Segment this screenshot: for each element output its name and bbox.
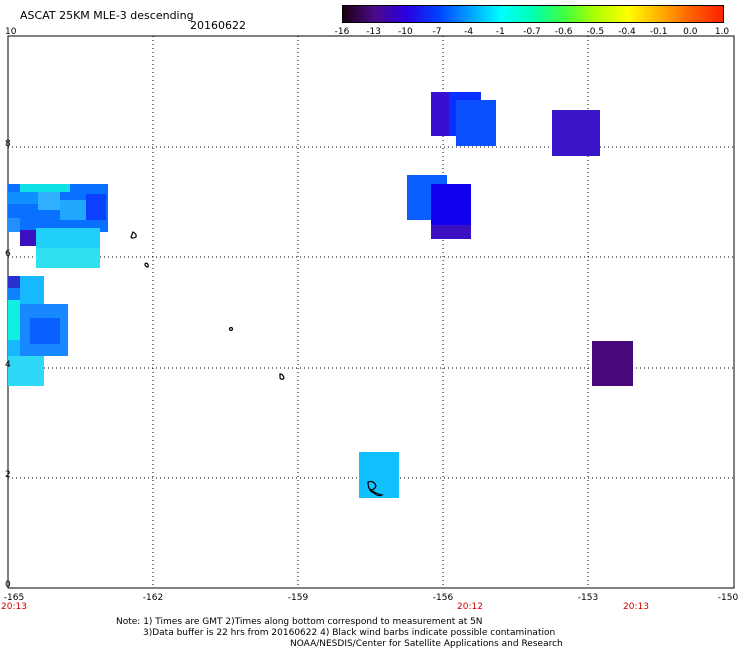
colorbar-label: -0.1 (649, 27, 668, 37)
colorbar-label: 0.0 (683, 27, 698, 37)
y-tick-label: 8 (5, 139, 11, 149)
data-block (431, 92, 449, 136)
colorbar-label: -13 (366, 27, 381, 37)
x-tick-label: -165 (3, 593, 25, 603)
colorbar-label: -0.7 (523, 27, 541, 37)
data-swath-left-upper (8, 184, 108, 268)
x-tick-label: -156 (432, 593, 454, 603)
data-swath-left-lower (8, 276, 68, 386)
colorbar-label: -16 (334, 27, 350, 37)
x-tick-label: -162 (142, 593, 164, 603)
data-block (359, 452, 399, 498)
x-tick-label: -153 (577, 593, 599, 603)
colorbar-label: 1.0 (714, 27, 730, 37)
y-tick-label: 0 (5, 580, 11, 590)
colorbar (342, 5, 724, 23)
note-line-3: NOAA/NESDIS/Center for Satellite Applica… (290, 639, 563, 649)
y-tick-label: 10 (5, 27, 17, 37)
map-date: 20160622 (190, 19, 246, 32)
colorbar-label: -10 (397, 27, 413, 37)
y-tick-label: 6 (5, 249, 11, 259)
note-line-2: 3)Data buffer is 22 hrs from 20160622 4)… (143, 628, 556, 638)
data-block (456, 100, 496, 146)
note-line-1: Note: 1) Times are GMT 2)Times along bot… (116, 617, 483, 627)
y-tick-label: 4 (5, 360, 11, 370)
data-block (592, 341, 633, 386)
coastlines (130, 231, 384, 497)
time-label: 20:12 (457, 602, 483, 612)
colorbar-label: -1 (495, 27, 505, 37)
colorbar-label: -4 (464, 27, 474, 37)
x-tick-label: -159 (287, 593, 309, 603)
plot-frame (7, 35, 735, 589)
colorbar-label: -0.5 (586, 27, 605, 37)
data-block (431, 225, 471, 239)
time-label: 20:13 (623, 602, 649, 612)
data-block (552, 110, 600, 156)
colorbar-label: -0.6 (554, 27, 573, 37)
time-label: 20:13 (1, 602, 27, 612)
y-tick-label: 2 (5, 470, 11, 480)
map-title: ASCAT 25KM MLE-3 descending (20, 9, 194, 22)
colorbar-label: -0.4 (618, 27, 636, 37)
colorbar-label: -7 (432, 27, 442, 37)
x-tick-label: -150 (717, 593, 739, 603)
